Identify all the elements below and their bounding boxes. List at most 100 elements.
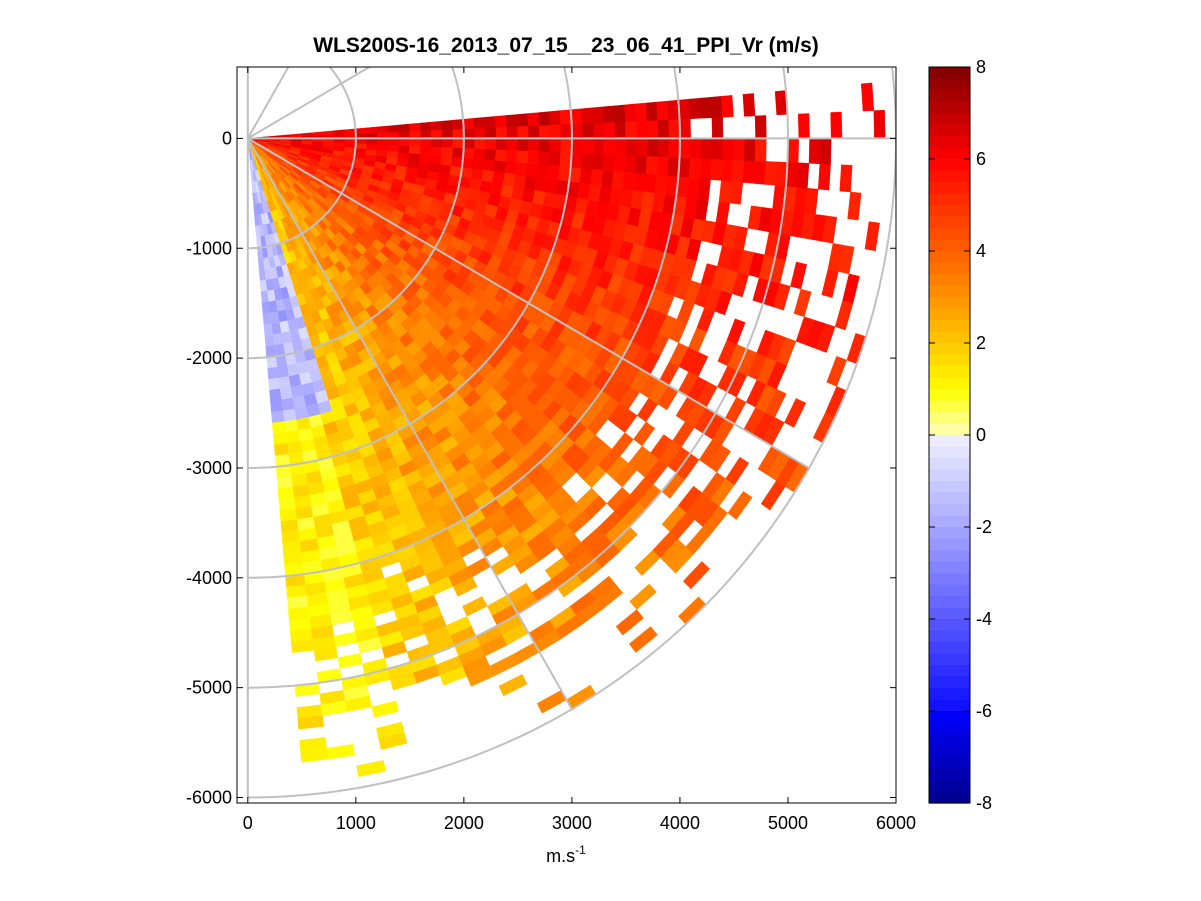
polar-grid xyxy=(246,67,896,799)
colorbar-step xyxy=(929,262,970,275)
velocity-cell xyxy=(513,173,527,189)
x-tick-label: 1000 xyxy=(336,813,376,833)
velocity-cell xyxy=(333,631,358,648)
velocity-cell xyxy=(386,150,399,159)
colorbar-step xyxy=(929,642,970,655)
velocity-cell xyxy=(284,419,299,433)
velocity-cell xyxy=(622,171,636,191)
velocity-cell xyxy=(613,154,626,173)
velocity-cell xyxy=(279,508,298,522)
velocity-cell xyxy=(526,163,539,178)
velocity-cell xyxy=(765,388,787,418)
colorbar-step xyxy=(929,412,970,425)
velocity-cell xyxy=(633,172,647,192)
velocity-cell xyxy=(822,215,838,244)
x-tick-label: 4000 xyxy=(660,813,700,833)
velocity-cell xyxy=(797,113,810,139)
colorbar-step xyxy=(929,630,970,643)
colorbar-step xyxy=(929,676,970,689)
velocity-cell xyxy=(636,120,648,139)
velocity-cell xyxy=(431,129,443,139)
velocity-cell xyxy=(634,102,648,122)
y-tick-label: -1000 xyxy=(186,238,232,258)
colorbar-step xyxy=(929,745,970,758)
colorbar-step xyxy=(929,124,970,137)
velocity-cell xyxy=(273,443,289,457)
velocity-cell xyxy=(834,300,854,331)
velocity-cell xyxy=(409,138,421,147)
velocity-cell xyxy=(536,164,550,179)
velocity-cell xyxy=(657,138,670,158)
velocity-cell xyxy=(611,170,625,189)
velocity-cell xyxy=(679,118,691,139)
velocity-cell xyxy=(668,138,681,158)
velocity-cell xyxy=(278,497,296,511)
velocity-cell xyxy=(420,138,432,147)
velocity-cell xyxy=(344,142,356,149)
velocity-cell xyxy=(657,119,670,139)
velocity-cell xyxy=(376,125,389,133)
velocity-cell xyxy=(484,116,497,129)
velocity-cell xyxy=(355,127,367,134)
colorbar-step xyxy=(929,584,970,597)
velocity-cell xyxy=(819,138,832,165)
velocity-cell xyxy=(784,398,807,428)
colorbar-step xyxy=(929,446,970,459)
velocity-cell xyxy=(269,388,282,402)
velocity-cell xyxy=(760,480,786,511)
colorbar-step xyxy=(929,159,970,172)
velocity-cell xyxy=(711,138,724,160)
velocity-cell xyxy=(603,121,616,139)
y-ticks: 0 -1000 -2000 -3000 -4000 -5000 -6000 xyxy=(186,128,896,808)
velocity-cell xyxy=(838,244,855,275)
velocity-cell xyxy=(860,82,875,112)
velocity-cell xyxy=(524,175,538,191)
velocity-cell xyxy=(264,334,275,347)
velocity-cell xyxy=(408,122,421,132)
colorbar-step xyxy=(929,216,970,229)
velocity-cell xyxy=(344,128,356,135)
velocity-cell xyxy=(281,530,301,544)
colorbar-tick-label: -8 xyxy=(976,793,992,813)
y-tick-label: -2000 xyxy=(186,348,232,368)
velocity-cell xyxy=(688,97,702,120)
colorbar-step xyxy=(929,136,970,149)
colorbar-step xyxy=(929,308,970,321)
velocity-cell xyxy=(582,122,594,139)
velocity-cell xyxy=(451,156,464,168)
velocity-cell xyxy=(278,376,292,390)
azimuth-spoke xyxy=(246,137,573,710)
velocity-cell xyxy=(441,146,454,157)
colorbar-step xyxy=(929,481,970,494)
velocity-cell xyxy=(804,187,819,215)
velocity-cell xyxy=(272,432,288,446)
velocity-cell xyxy=(625,120,637,139)
colorbar-step xyxy=(929,320,970,333)
velocity-cell xyxy=(489,654,518,677)
velocity-cell xyxy=(726,318,746,345)
velocity-cells xyxy=(247,82,886,777)
velocity-cell xyxy=(263,323,274,336)
velocity-cell xyxy=(312,131,324,136)
velocity-cell xyxy=(527,112,540,127)
velocity-cell xyxy=(830,111,843,139)
velocity-cell xyxy=(839,164,853,193)
velocity-cell xyxy=(549,124,562,139)
velocity-cell xyxy=(656,100,669,121)
velocity-cell xyxy=(495,138,508,151)
colorbar-step xyxy=(929,653,970,666)
colorbar-step xyxy=(929,619,970,632)
colorbar-ticks: 8 6 4 2 0 -2 -4 -6 -8 xyxy=(929,57,992,813)
velocity-cell xyxy=(419,145,432,155)
velocity-cell xyxy=(826,356,848,387)
velocity-cell xyxy=(463,138,475,149)
velocity-cell xyxy=(699,158,713,180)
velocity-cell xyxy=(790,261,808,290)
velocity-cell xyxy=(614,121,627,139)
velocity-cell xyxy=(613,104,626,123)
velocity-cell xyxy=(408,152,421,162)
velocity-cell xyxy=(297,715,325,730)
velocity-cell xyxy=(337,652,363,669)
velocity-cell xyxy=(474,138,486,150)
velocity-cell xyxy=(376,143,389,152)
